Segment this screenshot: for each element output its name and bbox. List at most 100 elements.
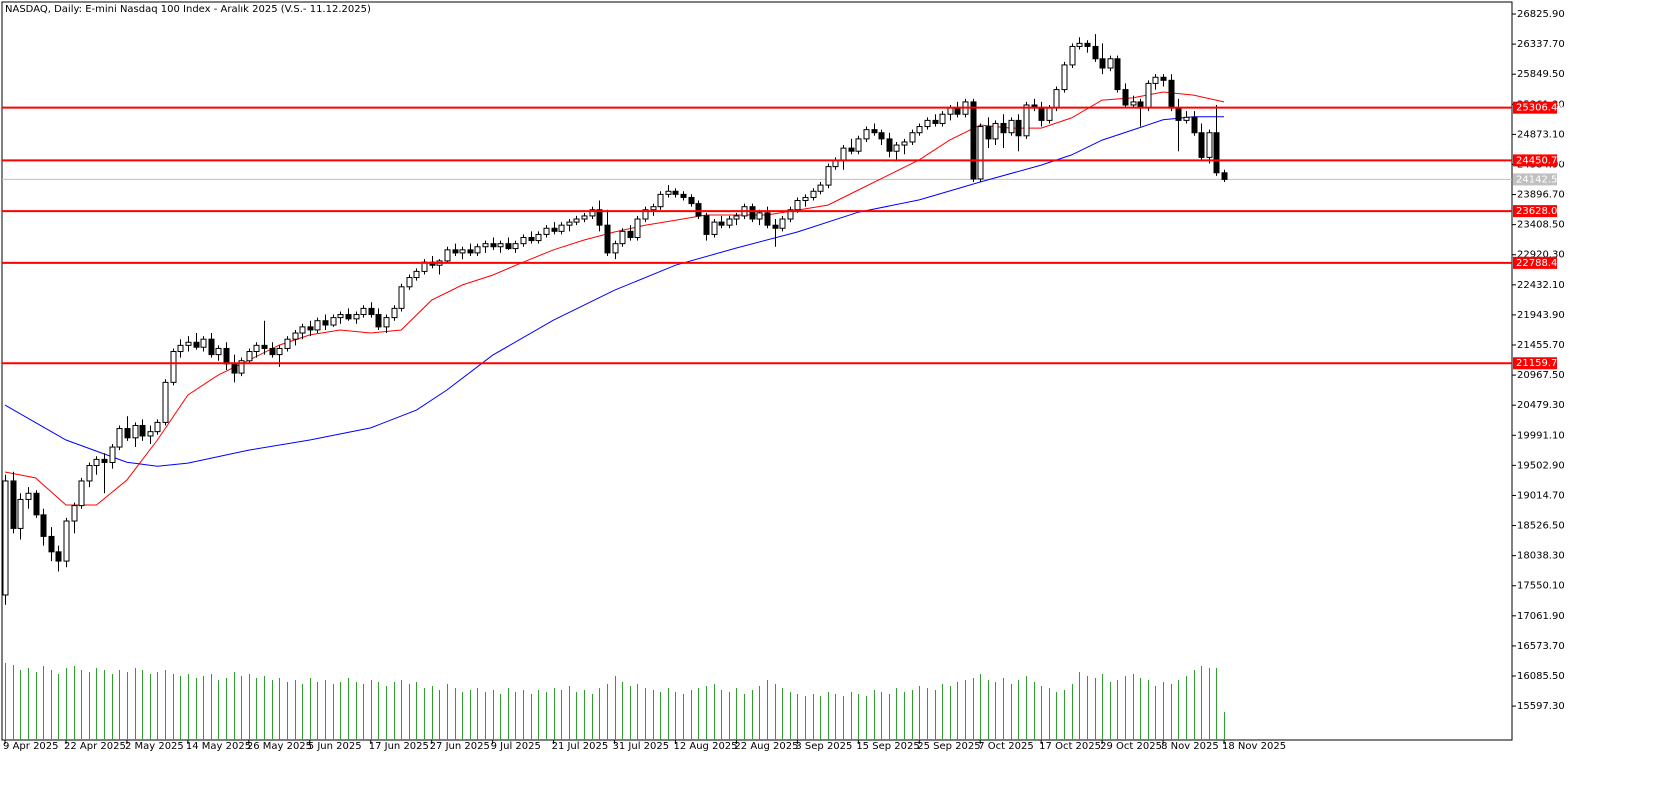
candle-body [1023,104,1030,137]
candle-body [1175,107,1182,121]
candle-body [893,144,900,152]
chart-title: NASDAQ, Daily: E-mini Nasdaq 100 Index -… [5,4,371,15]
y-tick-label: 26337.70 [1517,39,1565,50]
candle-body [307,326,314,331]
candle-body [101,458,108,463]
level-label-box [1513,205,1557,218]
candle-body [886,138,893,152]
y-tick-label: 16573.70 [1517,641,1565,652]
current-price-label: 24142.50 [1516,174,1564,185]
candle-body [337,314,344,319]
y-tick-label: 21943.90 [1517,310,1565,321]
candle-body [215,347,222,356]
x-tick-label: 14 May 2025 [186,741,251,752]
candle-body [855,138,862,152]
candle-body [231,363,238,374]
x-tick-label: 5 Jun 2025 [308,741,362,752]
candle-body [992,122,999,140]
candle-body [132,424,139,439]
y-tick-label: 21455.70 [1517,340,1565,351]
candle-body [787,209,794,220]
level-label: 24450.79 [1516,155,1564,166]
y-tick-label: 17550.10 [1517,581,1565,592]
candle-body [284,338,291,349]
candle-body [223,347,230,365]
candle-body [177,344,184,353]
candle-body [733,215,740,220]
candle-body [1015,119,1022,137]
candle-body [657,193,664,208]
y-tick-label: 24873.10 [1517,129,1565,140]
candle-body [124,428,131,439]
candle-body [1206,132,1213,158]
candle-body [25,492,32,500]
x-tick-label: 22 Apr 2025 [64,741,126,752]
y-tick-label: 18038.30 [1517,551,1565,562]
x-tick-label: 21 Jul 2025 [552,741,609,752]
level-label-box [1513,154,1557,167]
candle-body [604,224,611,254]
candle-body [269,347,276,356]
candle-body [535,233,542,242]
x-tick-label: 12 Aug 2025 [673,741,737,752]
candle-body [848,147,855,152]
candle-body [650,206,657,211]
candle-body [1046,107,1053,121]
candle-body [1160,76,1167,81]
candle-body [71,505,78,522]
candle-body [954,107,961,115]
candle-body [48,535,55,553]
candle-body [1092,45,1099,60]
candle-body [444,249,451,262]
current-price-box [1513,173,1557,186]
candle-body [558,224,565,232]
candle-body [939,113,946,124]
candle-body [452,249,459,254]
candle-body [1061,64,1068,91]
candle-body [970,101,977,180]
candle-body [314,320,321,331]
x-tick-label: 9 Jul 2025 [491,741,541,752]
candle-body [292,332,299,340]
x-tick-label: 22 Aug 2025 [734,741,798,752]
candle-body [86,465,93,482]
x-tick-label: 26 May 2025 [247,741,312,752]
candle-body [200,338,207,348]
y-tick-label: 17061.90 [1517,611,1565,622]
candle-body [246,351,253,362]
candle-body [238,360,245,374]
candle-body [1198,132,1205,158]
candle-body [924,119,931,128]
level-label: 25306.45 [1516,103,1564,114]
candle-body [253,344,260,353]
candle-body [10,480,17,529]
candle-body [878,132,885,140]
candle-body [596,209,603,226]
candle-body [665,190,672,195]
candle-body [985,126,992,140]
candle-body [947,107,954,115]
candle-body [322,320,329,326]
candle-body [810,190,817,198]
y-tick-label: 19991.10 [1517,430,1565,441]
candle-body [147,431,154,437]
candle-body [756,212,763,220]
candle-body [1099,58,1106,69]
x-tick-label: 15 Sep 2025 [856,741,919,752]
candle-body [612,243,619,254]
candle-body [627,230,634,239]
candle-body [1145,82,1152,109]
candle-body [573,218,580,223]
candle-body [185,341,192,346]
candle-body [1114,58,1121,91]
candle-body [520,237,527,245]
level-label: 22788.49 [1516,258,1564,269]
candle-body [2,480,9,596]
candle-body [794,200,801,211]
candle-body [345,314,352,320]
candle-body [1076,42,1083,47]
candle-body [154,421,161,433]
candle-body [116,428,123,448]
candle-body [261,344,268,349]
y-tick-label: 23408.50 [1517,220,1565,231]
